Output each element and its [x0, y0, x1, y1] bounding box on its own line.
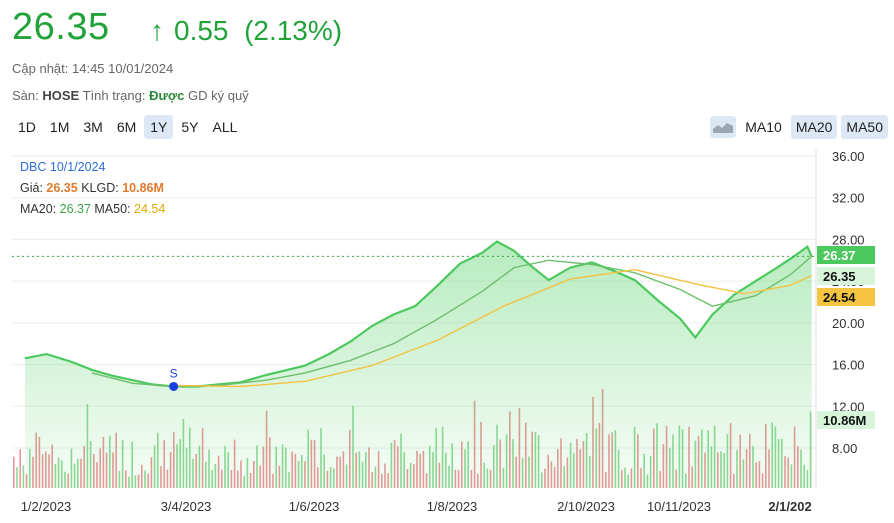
margin-text: GD ký quỹ: [188, 88, 249, 103]
y-tick-label: 20.00: [832, 316, 865, 331]
x-tick-label: 1/2/2023: [21, 499, 72, 514]
y-tick-label: 28.00: [832, 232, 865, 247]
ma20-line: [91, 255, 813, 388]
range-5y[interactable]: 5Y: [181, 119, 199, 135]
price-change: ↑ 0.55 (2.13%): [150, 15, 342, 47]
price-last-label-bg: [817, 267, 875, 285]
volume-bar: [13, 456, 15, 488]
exchange-value: HOSE: [42, 88, 80, 103]
change-percent: (2.13%): [244, 15, 343, 46]
range-all[interactable]: ALL: [212, 119, 238, 135]
x-tick-label: 3/4/2023: [161, 499, 212, 514]
ma20-last-label: 26.37: [823, 248, 856, 263]
ma20-last-label-bg: [817, 246, 875, 264]
range-6m[interactable]: 6M: [116, 119, 137, 135]
range-3m[interactable]: 3M: [83, 119, 103, 135]
range-1d[interactable]: 1D: [18, 119, 36, 135]
y-tick-label: 16.00: [832, 358, 865, 373]
x-tick-label: 10/11/2023: [647, 499, 711, 514]
tooltip-price-volume: Giá: 26.35 KLGD: 10.86M: [20, 181, 164, 195]
tooltip-price: 26.35: [46, 181, 78, 195]
change-value: 0.55: [174, 15, 229, 46]
ma50-last-label-bg: [817, 288, 875, 306]
volume-bar: [22, 465, 25, 488]
ma50-line: [173, 268, 812, 388]
arrow-up-icon: ↑: [150, 15, 164, 46]
ma10-toggle[interactable]: MA10: [745, 119, 782, 135]
y-tick-label: 8.00: [832, 441, 857, 456]
x-tick-label: 2/1/202: [768, 499, 811, 514]
price-last-label: 26.35: [823, 269, 856, 284]
x-tick-label: 1/8/2023: [427, 499, 478, 514]
area-chart-icon[interactable]: [710, 116, 737, 138]
ma50-toggle[interactable]: MA50: [841, 115, 888, 139]
tooltip-ma: MA20: 26.37 MA50: 24.54: [20, 202, 166, 216]
signal-marker-label: S: [170, 366, 178, 380]
range-1y[interactable]: 1Y: [144, 115, 174, 139]
x-tick-label: 2/10/2023: [557, 499, 615, 514]
ma20-toggle[interactable]: MA20: [790, 115, 838, 139]
range-1m[interactable]: 1M: [49, 119, 70, 135]
volume-last-label-bg: [817, 411, 875, 429]
current-price: 26.35: [12, 6, 110, 48]
y-tick-label: 36.00: [832, 149, 865, 164]
ma50-last-label: 24.54: [823, 290, 856, 305]
volume-bar: [16, 467, 18, 488]
y-tick-label: 12.00: [832, 399, 865, 414]
volume-bar: [19, 449, 21, 488]
exchange-status: Sàn: HOSE Tình trạng: Được GD ký quỹ: [12, 88, 249, 103]
tooltip-ticker-date: DBC 10/1/2024: [20, 160, 106, 174]
tooltip-ma50: 24.54: [134, 202, 166, 216]
signal-marker: [169, 381, 179, 391]
range-selector: 1D 1M 3M 6M 1Y 5Y ALL: [12, 115, 243, 139]
status-value: Được: [149, 88, 185, 103]
y-tick-label: 32.00: [832, 191, 865, 206]
update-time: Cập nhật: 14:45 10/01/2024: [12, 61, 174, 76]
tooltip-volume: 10.86M: [122, 181, 164, 195]
price-area: [24, 241, 812, 488]
chart-tools: MA10 MA20 MA50: [710, 115, 888, 139]
tooltip-ma20: 26.37: [59, 202, 91, 216]
x-tick-label: 1/6/2023: [289, 499, 340, 514]
volume-last-label: 10.86M: [823, 413, 866, 428]
